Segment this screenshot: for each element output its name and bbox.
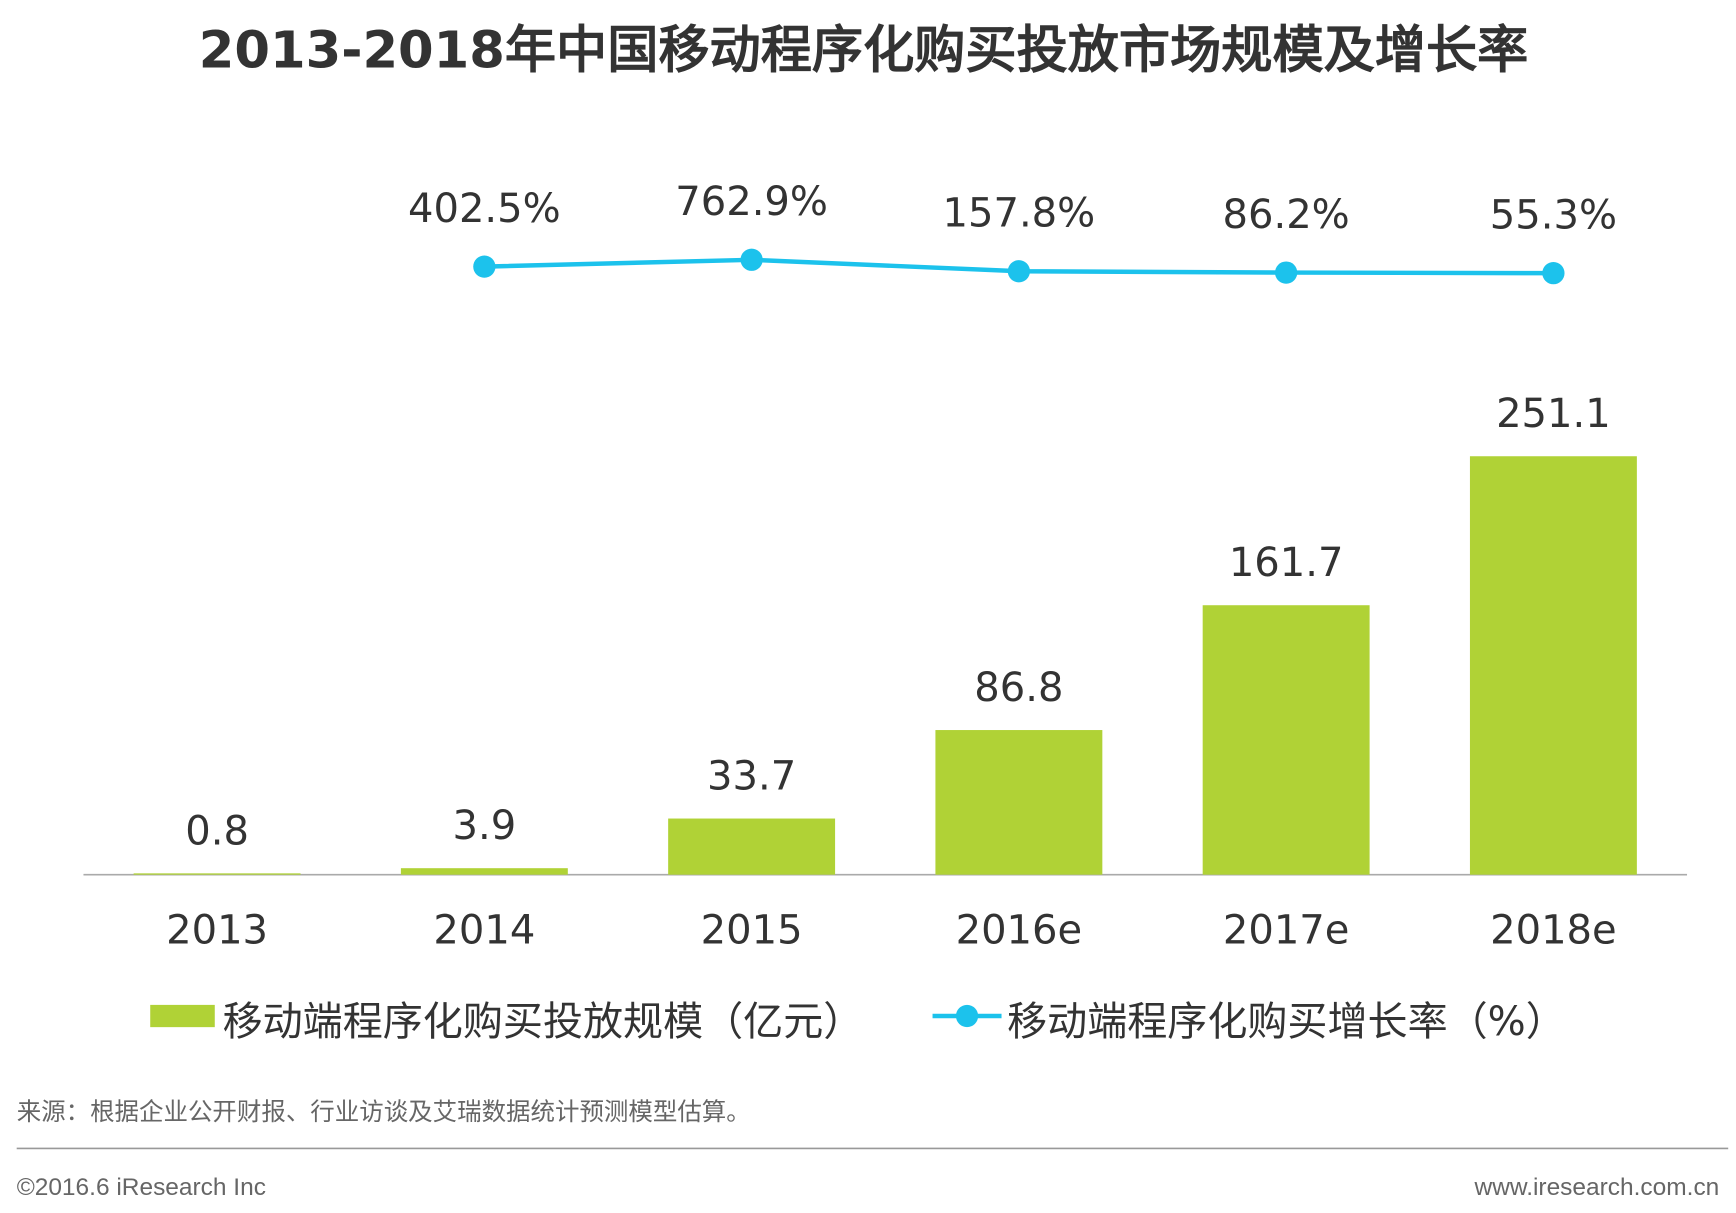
bar-value-label: 251.1 [1496,391,1611,437]
legend-swatch [150,1004,215,1028]
line-point [473,255,496,278]
bar [668,818,836,875]
source: 来源：根据企业公开财报、行业访谈及艾瑞数据统计预测模型估算。 [17,1097,751,1126]
line-value-label: 762.9% [675,179,828,225]
legend-label: 移动端程序化购买增长率（%） [1007,999,1566,1045]
line-value-label: 402.5% [408,186,561,232]
bar-value-label: 0.8 [185,808,249,854]
line-point [740,248,763,271]
bar [1202,605,1370,875]
bar [1469,456,1637,875]
footer-right: www.iresearch.com.cn [1474,1174,1720,1201]
line-value-label: 55.3% [1490,193,1617,239]
footer-left: ©2016.6 iResearch Inc [17,1174,266,1201]
bar [400,868,568,875]
bar-value-label: 3.9 [453,803,517,849]
line-point [1542,262,1565,285]
line-point [1007,260,1031,283]
line-value-label: 157.8% [943,191,1096,237]
x-tick-label: 2014 [433,908,535,954]
bar-value-label: 86.8 [974,665,1063,711]
x-tick-label: 2016e [956,908,1083,954]
line-point [1275,261,1298,284]
line-value-label: 86.2% [1223,192,1350,238]
legend-label: 移动端程序化购买投放规模（亿元） [223,999,864,1045]
bar [935,730,1103,875]
legend-swatch-dot [955,1004,979,1028]
x-tick-label: 2015 [701,908,803,954]
bar-value-label: 33.7 [707,753,796,799]
chart-title: 2013-2018年中国移动程序化购买投放市场规模及增长率 [199,20,1529,80]
bar-value-label: 161.7 [1229,540,1344,586]
bar [133,873,301,875]
x-tick-label: 2017e [1223,908,1350,954]
x-tick-label: 2018e [1490,908,1617,954]
x-tick-label: 2013 [166,908,268,954]
